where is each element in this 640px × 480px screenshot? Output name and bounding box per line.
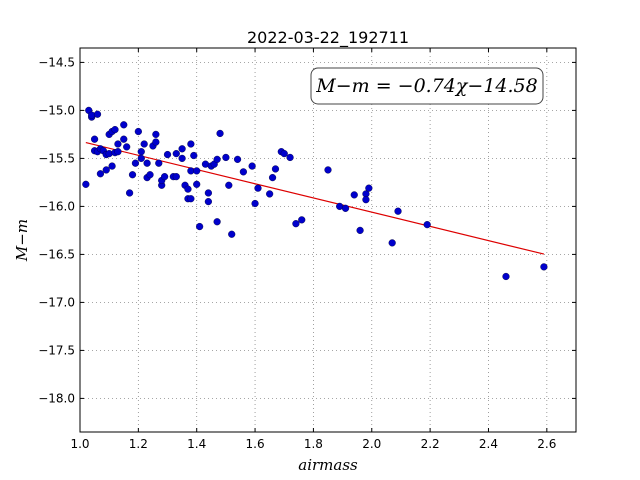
data-point: [187, 140, 195, 148]
data-point: [193, 180, 201, 188]
data-point: [248, 162, 256, 170]
x-tick-label: 1.8: [304, 437, 323, 451]
data-point: [298, 216, 306, 224]
data-point: [190, 151, 198, 160]
data-point: [222, 153, 230, 162]
data-point: [120, 135, 128, 143]
data-point: [172, 173, 180, 181]
data-point: [90, 135, 99, 143]
data-point: [96, 170, 105, 178]
y-tick-label: −15.5: [38, 151, 75, 165]
data-point: [350, 191, 358, 199]
x-tick-label: 2.6: [537, 437, 556, 451]
plot-frame: [79, 47, 577, 433]
y-tick-label: −14.5: [38, 55, 75, 69]
data-point: [114, 148, 122, 156]
x-tick-label: 1.6: [246, 437, 265, 451]
data-point: [196, 222, 204, 231]
x-tick-label: 1.0: [70, 437, 89, 451]
data-point: [163, 150, 172, 159]
grid: [79, 48, 576, 432]
chart-title: 2022-03-22_192711: [247, 28, 409, 48]
data-point: [225, 181, 233, 189]
data-point: [120, 121, 128, 129]
x-tick-label: 2.4: [479, 437, 498, 451]
data-point: [137, 148, 145, 156]
data-point: [540, 263, 548, 271]
data-point: [266, 190, 274, 198]
data-point: [204, 189, 212, 197]
y-tick-label: −17.0: [38, 295, 75, 309]
y-tick-label: −16.0: [38, 199, 75, 213]
data-point: [394, 207, 402, 215]
data-point: [388, 239, 396, 247]
data-point: [128, 171, 137, 179]
data-point: [204, 198, 212, 206]
data-point: [152, 138, 160, 146]
data-point: [292, 220, 300, 228]
x-axis-label: airmass: [298, 456, 358, 474]
data-point: [502, 272, 510, 281]
data-point: [271, 165, 280, 173]
data-point: [362, 196, 370, 204]
data-point: [172, 150, 180, 158]
y-tick-label: −17.5: [38, 343, 75, 357]
data-point: [102, 166, 110, 174]
data-point: [184, 185, 192, 193]
x-tick-label: 1.2: [129, 437, 148, 451]
data-point: [187, 195, 195, 203]
data-point: [233, 155, 242, 163]
data-point: [161, 173, 169, 181]
data-point: [155, 159, 163, 167]
data-point: [126, 189, 134, 197]
data-point: [108, 162, 116, 170]
data-point: [254, 184, 262, 192]
axis-ticks: 1.0 1.2 1.4 1.6 1.8 2.0 2.2 2.4 2.6 −14.5 −15.0 −15…: [38, 48, 576, 451]
data-point: [213, 155, 221, 163]
data-point: [178, 154, 186, 163]
data-point: [324, 166, 332, 174]
data-point: [193, 167, 201, 175]
y-tick-label: −15.0: [38, 103, 75, 117]
data-point: [152, 130, 160, 139]
data-point: [140, 140, 148, 148]
data-point: [137, 154, 145, 163]
data-point: [146, 171, 154, 179]
x-tick-label: 1.4: [187, 437, 206, 451]
data-point: [123, 143, 131, 151]
x-tick-label: 2.0: [362, 437, 381, 451]
data-point: [228, 230, 236, 238]
data-point: [365, 184, 373, 192]
data-points: [82, 106, 548, 281]
data-point: [111, 126, 119, 134]
data-point: [131, 159, 140, 167]
data-point: [341, 204, 350, 212]
data-point: [82, 180, 90, 188]
data-point: [268, 174, 277, 182]
data-point: [286, 153, 294, 162]
data-point: [423, 221, 431, 229]
y-tick-label: −16.5: [38, 247, 75, 261]
data-point: [114, 140, 122, 148]
data-point: [93, 110, 102, 118]
y-axis-label: M−m: [13, 219, 31, 262]
data-point: [143, 159, 151, 167]
data-point: [134, 127, 142, 136]
data-point: [251, 199, 259, 208]
y-tick-label: −18.0: [38, 391, 75, 405]
annotation-box-frame: [310, 67, 544, 105]
x-tick-label: 2.2: [421, 437, 440, 451]
fit-line-group: [85, 141, 545, 255]
fit-equation: M−m = −0.74χ−14.58: [315, 75, 537, 97]
data-point: [239, 168, 247, 176]
data-point: [178, 145, 186, 153]
data-point: [216, 129, 224, 138]
fit-annotation: M−m = −0.74χ−14.58: [310, 67, 544, 105]
fit-line: [85, 141, 545, 255]
data-point: [213, 218, 221, 226]
data-point: [280, 150, 288, 158]
data-point: [356, 226, 364, 235]
